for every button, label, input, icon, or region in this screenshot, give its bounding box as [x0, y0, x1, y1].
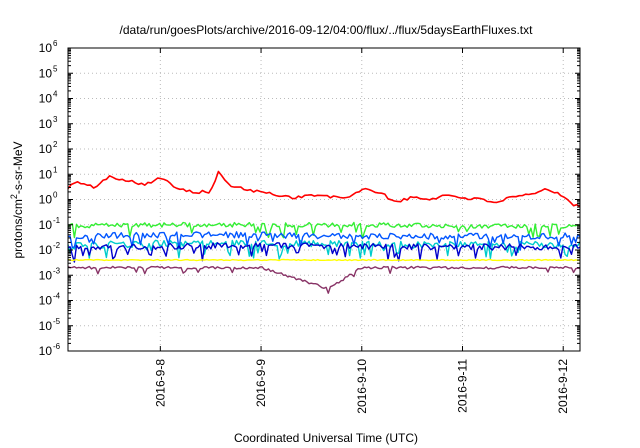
y-tick-label: 10	[39, 319, 53, 333]
y-tick-label: 10	[39, 117, 53, 131]
x-tick-label: 2016-9-11	[455, 359, 469, 413]
y-tick-exponent: -1	[53, 216, 61, 225]
x-axis-ticks: 2016-9-8 2016-9-9 2016-9-10 2016-9-11 2016-9…	[153, 48, 570, 414]
y-tick-exponent: 3	[53, 115, 58, 124]
y-tick-exponent: -3	[53, 266, 61, 275]
y-tick-exponent: 2	[53, 140, 58, 149]
series-line	[67, 265, 581, 294]
y-tick-exponent: 5	[53, 64, 58, 73]
series-group	[67, 170, 581, 294]
y-tick-exponent: 4	[53, 90, 58, 99]
chart-title: /data/run/goesPlots/archive/2016-09-12/0…	[120, 23, 534, 37]
y-tick-label: 10	[39, 193, 53, 207]
series-line	[67, 231, 581, 251]
series-line	[67, 258, 581, 262]
series-line	[67, 170, 581, 208]
y-tick-label: 10	[39, 268, 53, 282]
y-tick-label: 10	[39, 167, 53, 181]
series-line	[67, 239, 581, 260]
y-tick-label: 10	[39, 66, 53, 80]
y-tick-label: 10	[39, 218, 53, 232]
y-tick-exponent: 1	[53, 165, 58, 174]
y-tick-exponent: 6	[53, 39, 58, 48]
y-tick-exponent: -4	[53, 292, 61, 301]
x-tick-label: 2016-9-8	[153, 359, 167, 407]
x-tick-label: 2016-9-9	[254, 359, 268, 407]
series-line	[67, 221, 581, 240]
series-line	[67, 242, 581, 263]
x-axis-label: Coordinated Universal Time (UTC)	[234, 431, 418, 445]
y-axis-ticks: 10 -610 -510 -410 -310 -210 -110 010 110 210 310 41…	[39, 39, 580, 358]
y-tick-label: 10	[39, 344, 53, 358]
y-tick-label: 10	[39, 294, 53, 308]
y-tick-label: 10	[39, 243, 53, 257]
y-axis-label-base: protons/cm	[11, 199, 25, 258]
y-axis-label: protons/cm2-s-sr-MeV	[9, 141, 25, 258]
y-tick-exponent: 0	[53, 191, 58, 200]
y-tick-exponent: -2	[53, 241, 61, 250]
y-tick-label: 10	[39, 92, 53, 106]
y-tick-label: 10	[39, 41, 53, 55]
x-tick-label: 2016-9-10	[355, 359, 369, 414]
x-tick-label: 2016-9-12	[556, 359, 570, 414]
y-axis-label-sup: 2	[9, 194, 19, 199]
y-tick-label: 10	[39, 142, 53, 156]
y-tick-exponent: -6	[53, 342, 61, 351]
y-tick-exponent: -5	[53, 317, 61, 326]
grid-lines	[68, 48, 580, 351]
y-axis-label-rest: -s-sr-MeV	[11, 141, 25, 194]
